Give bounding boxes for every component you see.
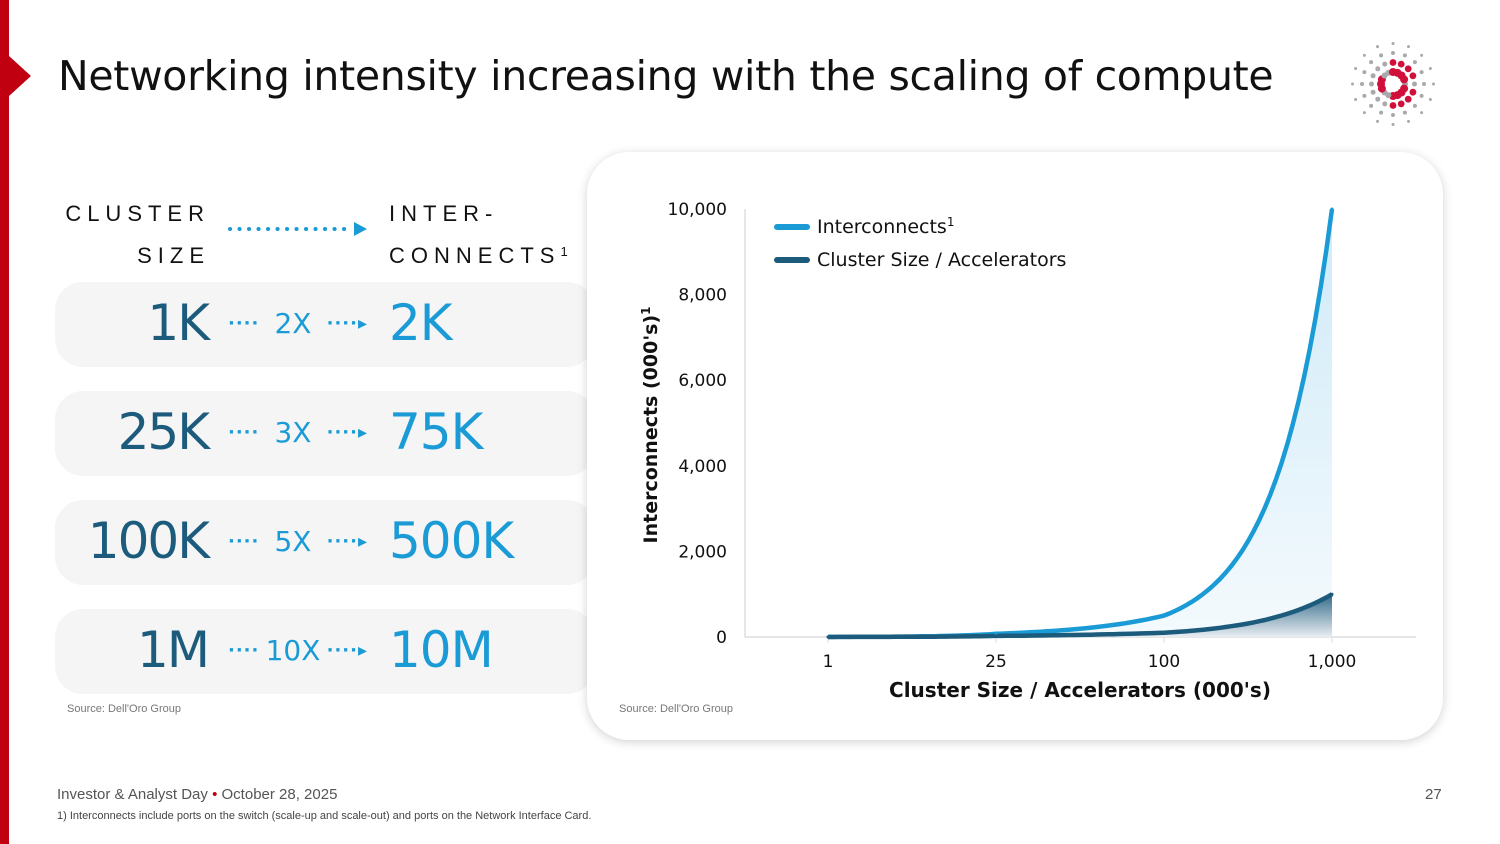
legend-label-cluster-size: Cluster Size / Accelerators [817,249,1066,271]
y-tick-label: 0 [716,628,727,648]
cluster-size-value: 25K [117,403,210,461]
data-point [1162,614,1166,618]
y-tick-label: 8,000 [678,286,727,306]
arrow-icon: ····▸ [326,421,368,443]
brand-triangle-marker [9,56,31,96]
interconnects-value: 75K [389,403,483,461]
header-line: CONNECTS [389,243,561,268]
multiplier-value: 3X [274,415,312,449]
company-logo [1351,42,1435,126]
interconnects-value: 500K [389,512,514,570]
data-point [994,634,998,638]
separator: • [212,786,218,803]
data-point [1330,207,1334,211]
interconnects-chart: 0 2,000 4,000 6,000 8,000 10,000 1 25 100 1,000 Cl… [639,200,1416,702]
x-tick-label: 100 [1148,652,1180,672]
chart-source: Source: Dell'Oro Group [619,703,733,715]
data-point [1162,631,1166,635]
footnote-ref: 1 [947,215,955,229]
interconnects-area [828,209,1332,637]
multiplier-row: 1K ···· 2X ····▸ 2K [55,282,595,367]
event-name: Investor & Analyst Day [57,786,208,803]
arrow-icon: ····▸ [326,530,368,552]
left-source: Source: Dell'Oro Group [67,703,181,715]
multiplier-arrow: ···· 3X ····▸ [228,415,368,449]
footer-event: Investor & Analyst Day • October 28, 202… [57,786,337,803]
y-tick-label: 2,000 [678,542,727,562]
legend-text: Interconnects [817,216,947,238]
x-tick-label: 1,000 [1308,652,1357,672]
x-axis-label: Cluster Size / Accelerators (000's) [889,678,1271,702]
page-number: 27 [1425,786,1442,803]
footnote-ref: 1 [560,244,568,259]
x-tick-label: 1 [823,652,834,672]
cluster-size-header: CLUSTER SIZE [40,193,210,277]
dots-icon: ···· [228,421,260,443]
footnote-ref: 1 [639,307,653,315]
dotted-arrow-icon [228,222,367,236]
cluster-area [828,594,1332,637]
interconnects-value: 10M [389,621,494,679]
y-tick-label: 4,000 [678,457,727,477]
multiplier-arrow: ···· 5X ····▸ [228,524,368,558]
footnote: 1) Interconnects include ports on the sw… [57,810,592,822]
arrow-icon: ····▸ [326,639,368,661]
multiplier-value: 5X [274,524,312,558]
y-label-text: Interconnects (000's) [640,315,662,544]
data-point [826,635,830,639]
dots-icon: ···· [228,312,260,334]
data-point [1330,592,1334,596]
cluster-size-value: 1K [147,294,210,352]
header-line: INTER- [389,201,499,226]
header-line: CLUSTER [65,201,210,226]
y-tick-label: 10,000 [668,200,727,220]
multiplier-value: 2X [274,306,312,340]
interconnects-value: 2K [389,294,453,352]
multiplier-arrow: ···· 2X ····▸ [228,306,368,340]
dots-icon: ···· [228,639,260,661]
dots-icon: ···· [228,530,260,552]
page-title: Networking intensity increasing with the… [58,52,1274,100]
arrow-icon: ····▸ [326,312,368,334]
multiplier-arrow: ···· 10X ····▸ [228,633,368,667]
cluster-size-value: 100K [87,512,210,570]
interconnects-header: INTER- CONNECTS1 [389,193,568,277]
event-date: October 28, 2025 [221,786,338,803]
brand-sidebar-bar [0,0,9,844]
multiplier-row: 25K ···· 3X ····▸ 75K [55,391,595,476]
multiplier-row: 1M ···· 10X ····▸ 10M [55,609,595,694]
multiplier-value: 10X [265,633,321,667]
cluster-size-value: 1M [137,621,210,679]
x-tick-label: 25 [985,652,1007,672]
multiplier-row: 100K ···· 5X ····▸ 500K [55,500,595,585]
header-line: SIZE [137,243,210,268]
legend-label-interconnects: Interconnects1 [817,215,954,238]
series-line-cluster-size [828,592,1334,640]
y-tick-label: 6,000 [678,371,727,391]
data-point [994,632,998,636]
y-axis-label: Interconnects (000's)1 [639,307,662,544]
